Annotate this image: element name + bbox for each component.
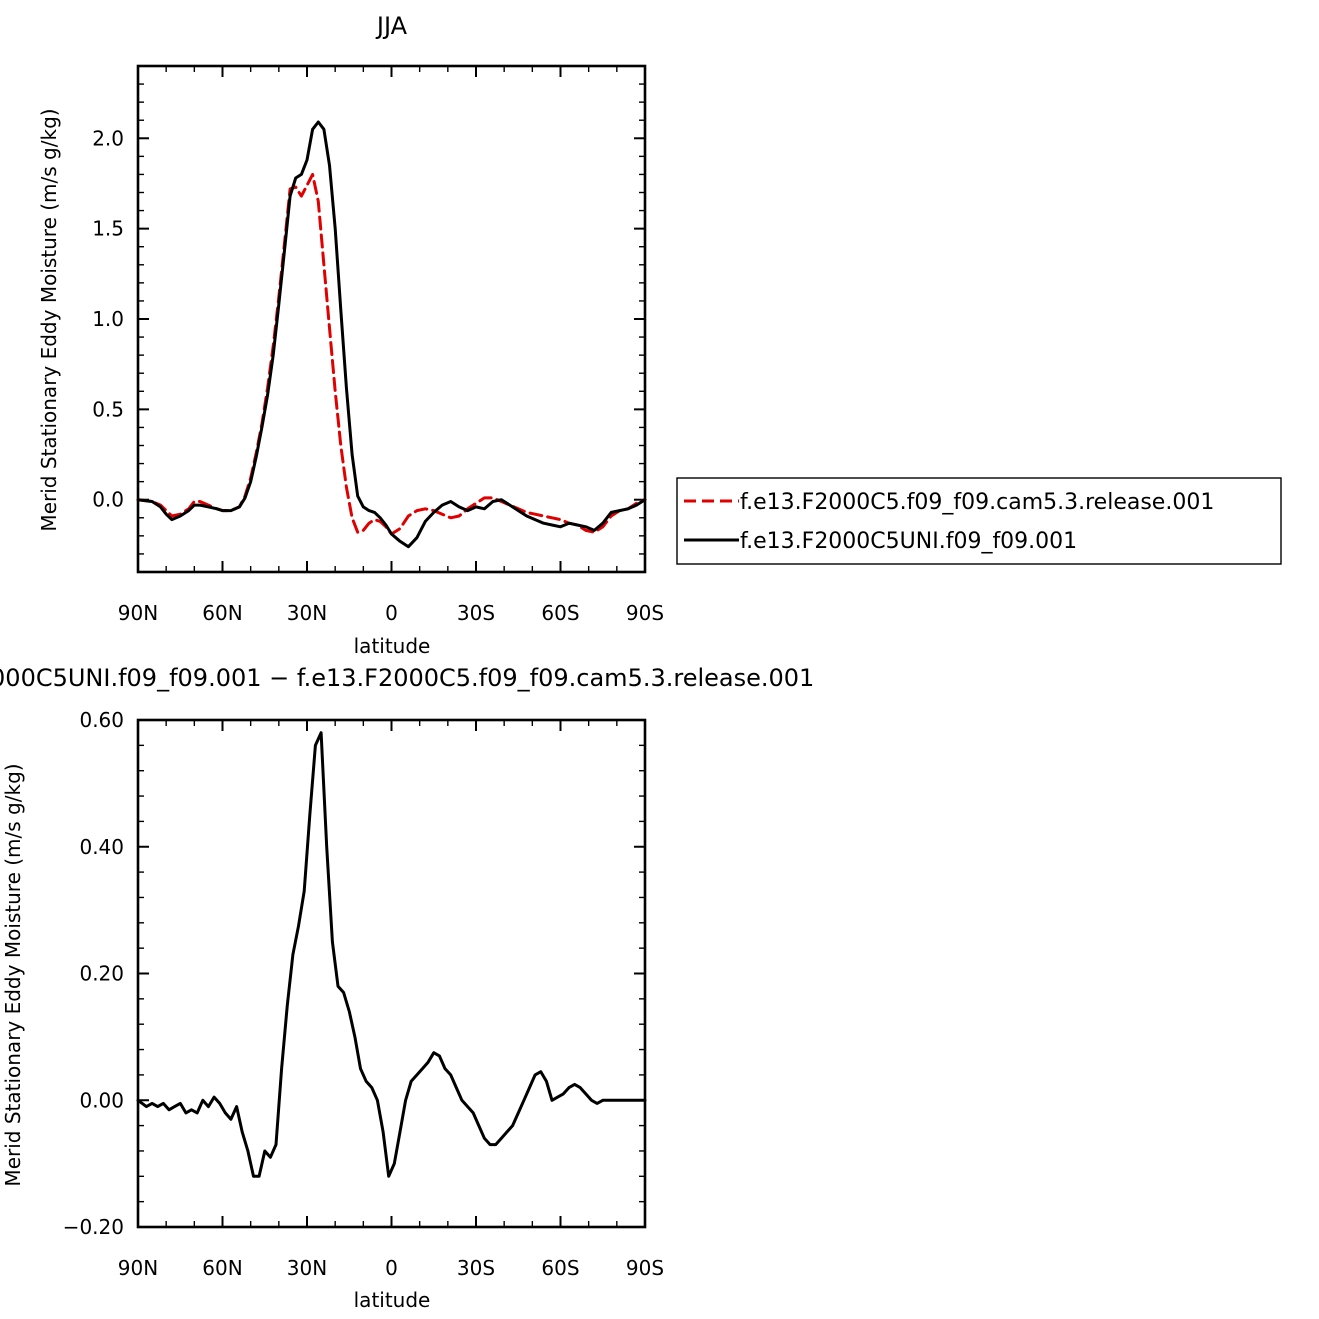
chart-bottom-xtick-label: 60S [541, 1256, 579, 1280]
chart-bottom-series [136, 731, 647, 1178]
chart-top-series-line-2 [136, 120, 647, 549]
chart-bottom-ytick-label: −0.20 [63, 1215, 124, 1239]
chart-top-ytick-label: 1.5 [92, 217, 124, 241]
chart-bottom-xtick-label: 0 [385, 1256, 398, 1280]
chart-top-xtick-label: 90N [118, 601, 158, 625]
chart-top-xtick-label: 60N [202, 601, 242, 625]
chart-top-xtick-label: 30N [287, 601, 327, 625]
chart-bottom-ytick-label: 0.00 [79, 1088, 124, 1112]
chart-bottom-xtick-label: 90S [626, 1256, 664, 1280]
chart-top-xtick-label: 0 [385, 601, 398, 625]
chart-top: JJA 90N 60N 30N 0 30S 60S 90S 0.0 0.5 1.0 1.5 2.0 l… [37, 12, 1282, 658]
chart-bottom-ticks: 90N 60N 30N 0 30S 60S 90S −0.20 0.00 0.20 0.40 0.60 [63, 708, 664, 1280]
chart-bottom-xtick-label: 30S [457, 1256, 495, 1280]
legend-label-series-1: f.e13.F2000C5.f09_f09.cam5.3.release.001 [740, 490, 1214, 515]
legend-label-series-2: f.e13.F2000C5UNI.f09_f09.001 [740, 529, 1077, 554]
chart-top-ticks: 90N 60N 30N 0 30S 60S 90S 0.0 0.5 1.0 1.5 2.0 [92, 65, 664, 625]
chart-bottom-ytick-label: 0.60 [79, 708, 124, 732]
chart-bottom-xtick-label: 90N [118, 1256, 158, 1280]
chart-top-frame [136, 64, 647, 574]
chart-top-ytick-label: 1.0 [92, 307, 124, 331]
chart-bottom-ytick-label: 0.40 [79, 835, 124, 859]
chart-top-ytick-label: 0.0 [92, 488, 124, 512]
chart-top-legend: f.e13.F2000C5.f09_f09.cam5.3.release.001… [676, 477, 1282, 565]
chart-bottom-xtick-label: 60N [202, 1256, 242, 1280]
chart-bottom-xlabel: latitude [354, 1288, 431, 1312]
chart-bottom-xtick-label: 30N [287, 1256, 327, 1280]
legend-box [676, 477, 1282, 565]
chart-bottom-frame [136, 718, 647, 1229]
chart-top-xtick-label: 60S [541, 601, 579, 625]
chart-top-xlabel: latitude [354, 634, 431, 658]
chart-bottom-title: f.e13.F2000C5UNI.f09_f09.001 − f.e13.F20… [0, 664, 814, 692]
chart-bottom-ytick-label: 0.20 [79, 962, 124, 986]
chart-bottom-ylabel: Merid Stationary Eddy Moisture (m/s g/kg… [1, 763, 25, 1186]
chart-top-series-line-1 [136, 172, 647, 536]
chart-bottom-series-line-1 [136, 731, 647, 1178]
chart-bottom: f.e13.F2000C5UNI.f09_f09.001 − f.e13.F20… [0, 664, 814, 1312]
chart-top-ylabel: Merid Stationary Eddy Moisture (m/s g/kg… [37, 108, 61, 531]
chart-top-series [136, 120, 647, 549]
chart-top-xtick-label: 90S [626, 601, 664, 625]
chart-top-ytick-label: 0.5 [92, 397, 124, 421]
chart-top-ytick-label: 2.0 [92, 126, 124, 150]
chart-top-xtick-label: 30S [457, 601, 495, 625]
chart-top-title: JJA [375, 12, 408, 40]
